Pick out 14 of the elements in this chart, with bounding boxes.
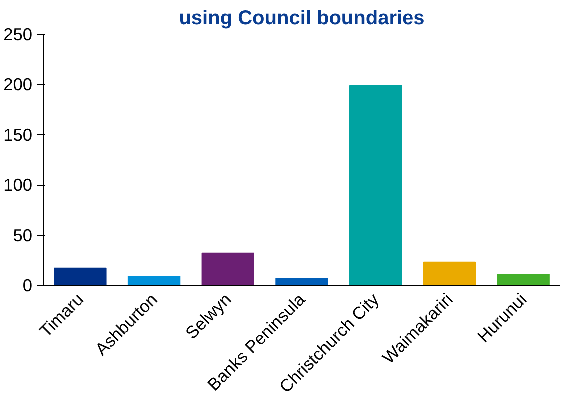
y-tick-label: 250 (4, 24, 33, 44)
bar (423, 262, 476, 286)
bar (54, 268, 107, 286)
y-tick-label: 0 (22, 276, 33, 296)
bar (202, 252, 254, 286)
bar (497, 274, 550, 286)
chart-title: using Council boundaries (179, 8, 425, 30)
y-tick-label: 200 (4, 74, 33, 95)
y-tick-label: 150 (4, 124, 33, 145)
bar (128, 276, 181, 286)
y-tick-label: 50 (13, 225, 33, 246)
bar (276, 278, 328, 286)
bar (350, 85, 402, 286)
y-tick-label: 100 (4, 175, 33, 196)
